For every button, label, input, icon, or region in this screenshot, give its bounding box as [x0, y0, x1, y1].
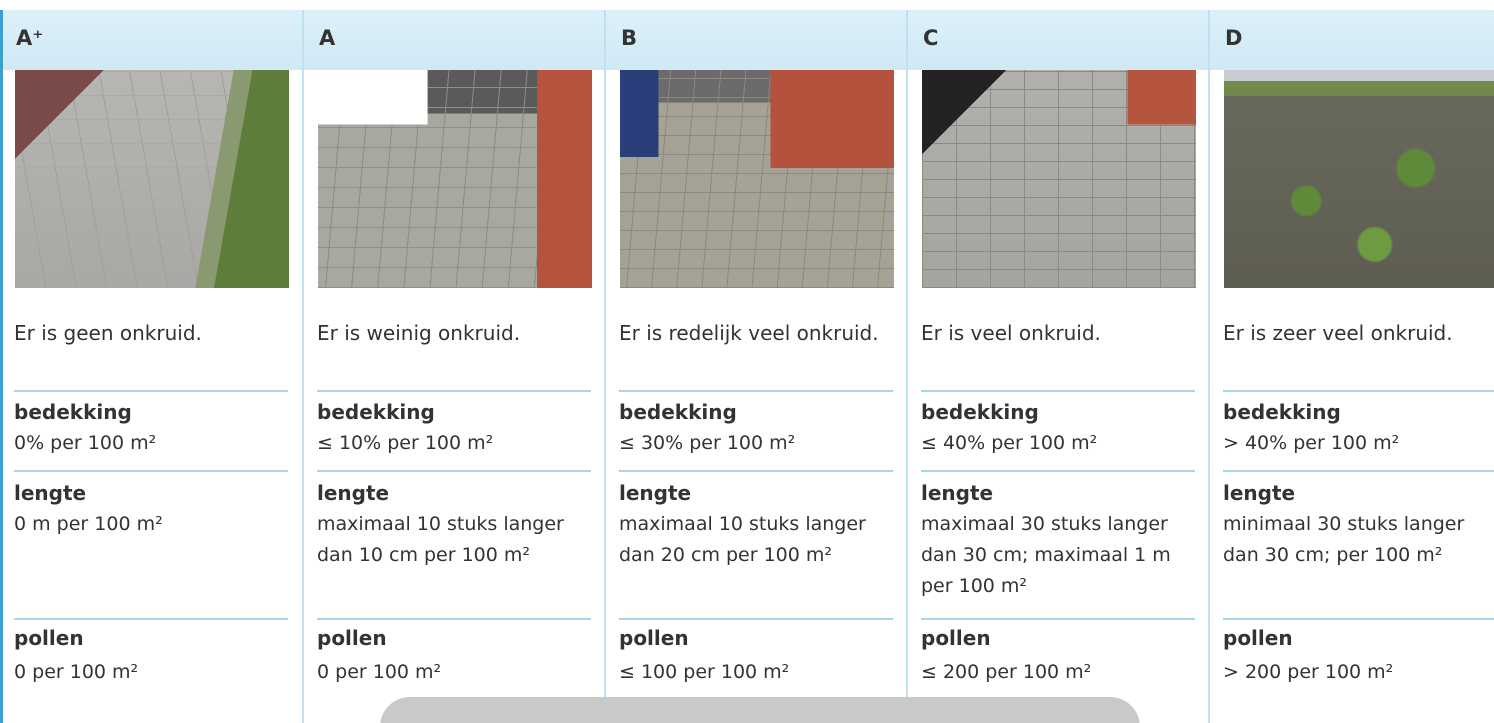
- lengte-value: maximaal 30 stuks langer dan 30 cm; maxi…: [921, 509, 1183, 602]
- separator: [14, 390, 288, 392]
- lengte-label: lengte: [1223, 481, 1295, 505]
- separator: [1223, 390, 1494, 392]
- separator: [14, 618, 288, 620]
- separator: [317, 390, 591, 392]
- column: C Er is veel onkruid. bedekking ≤ 40% per 1…: [907, 0, 1209, 713]
- pollen-value: > 200 per 100 m²: [1223, 657, 1485, 688]
- pollen-label: pollen: [619, 626, 689, 650]
- bedekking-value: 0% per 100 m²: [14, 428, 276, 459]
- column: A⁺ Er is geen onkruid. bedekking 0% per 100…: [0, 0, 303, 713]
- description: Er is geen onkruid.: [14, 318, 284, 348]
- separator: [317, 470, 591, 472]
- separator: [1223, 618, 1494, 620]
- bedekking-value: ≤ 30% per 100 m²: [619, 428, 881, 459]
- column: A Er is weinig onkruid. bedekking ≤ 10% per…: [303, 0, 605, 713]
- description: Er is zeer veel onkruid.: [1223, 318, 1493, 348]
- pollen-value: ≤ 100 per 100 m²: [619, 657, 881, 688]
- pollen-label: pollen: [14, 626, 84, 650]
- separator: [317, 618, 591, 620]
- bedekking-label: bedekking: [317, 400, 435, 424]
- bedekking-label: bedekking: [921, 400, 1039, 424]
- column-header: C: [923, 26, 938, 50]
- column-header: A: [319, 26, 335, 50]
- description: Er is redelijk veel onkruid.: [619, 318, 889, 348]
- separator: [1223, 470, 1494, 472]
- lengte-value: maximaal 10 stuks langer dan 20 cm per 1…: [619, 509, 881, 571]
- column-divider: [1208, 10, 1210, 723]
- bedekking-label: bedekking: [1223, 400, 1341, 424]
- photo: [1224, 70, 1494, 288]
- lengte-label: lengte: [317, 481, 389, 505]
- separator: [619, 618, 893, 620]
- separator: [619, 470, 893, 472]
- column: D Er is zeer veel onkruid. bedekking > 40% …: [1209, 0, 1494, 713]
- bedekking-value: ≤ 10% per 100 m²: [317, 428, 579, 459]
- separator: [921, 390, 1195, 392]
- photo: [318, 70, 592, 288]
- photo: [15, 70, 289, 288]
- lengte-value: 0 m per 100 m²: [14, 509, 276, 540]
- pollen-value: ≤ 200 per 100 m²: [921, 657, 1183, 688]
- column-header: B: [621, 26, 637, 50]
- bedekking-label: bedekking: [619, 400, 737, 424]
- description: Er is weinig onkruid.: [317, 318, 587, 348]
- lengte-value: maximaal 10 stuks langer dan 10 cm per 1…: [317, 509, 579, 571]
- pollen-label: pollen: [921, 626, 991, 650]
- lengte-label: lengte: [921, 481, 993, 505]
- lengte-value: minimaal 30 stuks langer dan 30 cm; per …: [1223, 509, 1485, 571]
- weed-scale-table: A⁺ Er is geen onkruid. bedekking 0% per 100…: [0, 0, 1494, 723]
- photo: [620, 70, 894, 288]
- bedekking-label: bedekking: [14, 400, 132, 424]
- separator: [921, 618, 1195, 620]
- bedekking-value: ≤ 40% per 100 m²: [921, 428, 1183, 459]
- pollen-label: pollen: [317, 626, 387, 650]
- pollen-value: 0 per 100 m²: [317, 657, 579, 688]
- separator: [14, 470, 288, 472]
- column-header: A⁺: [16, 26, 43, 50]
- column: B Er is redelijk veel onkruid. bedekking ≤ …: [605, 0, 907, 713]
- lengte-label: lengte: [14, 481, 86, 505]
- column-divider: [604, 10, 606, 723]
- photo: [922, 70, 1196, 288]
- column-divider: [302, 10, 304, 723]
- column-header: D: [1225, 26, 1242, 50]
- separator: [619, 390, 893, 392]
- separator: [921, 470, 1195, 472]
- lengte-label: lengte: [619, 481, 691, 505]
- column-divider: [906, 10, 908, 723]
- pollen-value: 0 per 100 m²: [14, 657, 276, 688]
- pollen-label: pollen: [1223, 626, 1293, 650]
- overlay-bar: [380, 697, 1140, 723]
- description: Er is veel onkruid.: [921, 318, 1191, 348]
- bedekking-value: > 40% per 100 m²: [1223, 428, 1485, 459]
